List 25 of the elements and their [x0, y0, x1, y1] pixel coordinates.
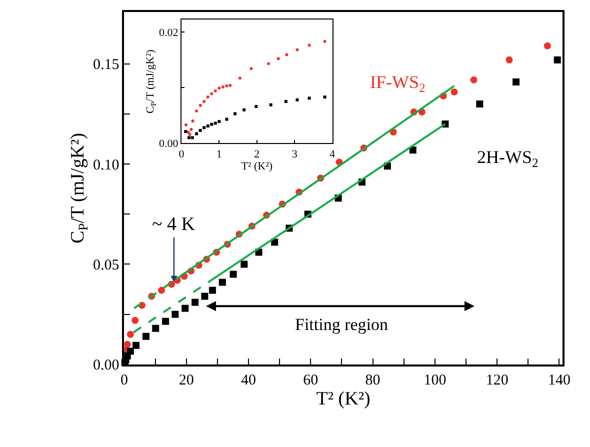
y-tick-label: 0.00 [158, 138, 179, 150]
x-tick-label: 80 [365, 372, 380, 388]
x-tick-label: 0 [178, 148, 185, 160]
y-tick-label: 0.00 [92, 358, 120, 374]
y-tick-label: 0.02 [158, 26, 178, 39]
x-tick-label: 60 [303, 372, 318, 388]
x-tick-label: 140 [548, 372, 570, 388]
y-tick-label: 0.15 [92, 57, 120, 74]
x-tick-label: 100 [424, 372, 446, 388]
x-tick-label: 0 [120, 372, 128, 388]
x-axis-title: T² (K²) [316, 388, 370, 410]
series-label: IF-WS$_{2}$ [370, 72, 426, 95]
annotation: ~ 4 K [152, 214, 196, 235]
x-tick-label: 3 [292, 148, 298, 160]
y-tick-label: 0.10 [92, 157, 120, 174]
x-tick-label: 2 [254, 148, 260, 160]
x-tick-label: 40 [241, 372, 256, 388]
x-tick-label: 4 [330, 148, 336, 160]
x-axis-title: T² (K²) [241, 160, 273, 173]
y-tick-label: 0.05 [92, 257, 120, 274]
x-tick-label: 1 [216, 148, 222, 160]
x-tick-label: 120 [486, 372, 508, 388]
x-tick-label: 20 [178, 372, 194, 388]
annotation: Fitting region [295, 315, 389, 334]
series-label: 2H-WS$_{2}$ [477, 147, 538, 170]
